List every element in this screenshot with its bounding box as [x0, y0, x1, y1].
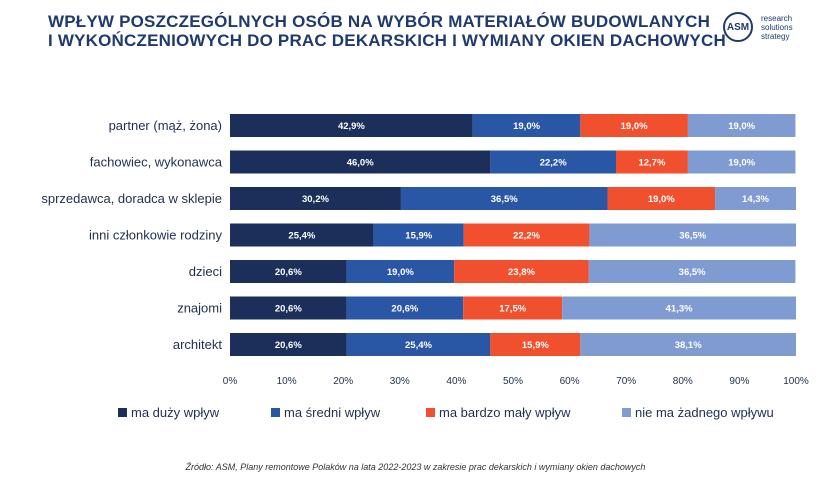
chart-title-line-1: WPŁYW POSZCZEGÓLNYCH OSÓB NA WYBÓR MATER… — [48, 12, 711, 31]
asm-logo: ASM research solutions strategy — [723, 12, 823, 46]
bar-segment — [472, 114, 581, 137]
data-label: 23,8% — [508, 267, 535, 278]
data-label: 36,5% — [679, 267, 706, 278]
bar-segment — [580, 114, 688, 137]
data-label: 19,0% — [728, 158, 755, 169]
data-label: 20,6% — [391, 304, 418, 315]
legend-item-bardzo-maly: ma bardzo mały wpływ — [426, 405, 571, 420]
x-tick-label: 100% — [783, 376, 809, 387]
bar-segment — [230, 187, 401, 210]
x-tick-label: 0% — [223, 376, 238, 387]
data-label: 20,6% — [275, 340, 302, 351]
logo-line-research: research — [761, 14, 793, 23]
category-label: fachowiec, wykonawca — [90, 155, 223, 170]
x-tick-label: 40% — [446, 376, 466, 387]
bar-segment — [230, 333, 347, 356]
data-label: 22,2% — [540, 158, 567, 169]
x-tick-label: 90% — [729, 376, 749, 387]
bar-segment — [490, 333, 581, 356]
category-label: dzieci — [189, 264, 222, 279]
bar-segment — [230, 296, 347, 320]
data-label: 17,5% — [499, 304, 526, 315]
data-label: 14,3% — [742, 194, 769, 205]
category-label: inni członkowie rodziny — [89, 228, 222, 243]
legend-label-sredni: ma średni wpływ — [284, 405, 381, 420]
data-label: 12,7% — [638, 158, 665, 169]
bar-segment — [230, 223, 374, 247]
legend-swatch-duzy — [118, 408, 127, 417]
legend-label-duzy: ma duży wpływ — [131, 405, 220, 420]
logo-line-solutions: solutions — [761, 23, 793, 32]
bar-segment — [400, 187, 608, 210]
legend-item-duzy: ma duży wpływ — [118, 405, 219, 420]
data-label: 36,5% — [491, 194, 518, 205]
x-tick-label: 10% — [277, 376, 297, 387]
legend-item-brak: nie ma żadnego wpływu — [622, 405, 774, 420]
x-tick-label: 30% — [390, 376, 410, 387]
bar-segment — [588, 260, 796, 283]
data-label: 20,6% — [275, 267, 302, 278]
data-label: 19,0% — [387, 267, 414, 278]
bar-segment — [490, 150, 617, 174]
bar-segment — [346, 296, 464, 320]
legend-swatch-bardzo-maly — [426, 408, 435, 417]
data-label: 42,9% — [338, 121, 365, 132]
legend-swatch-sredni — [271, 408, 280, 417]
x-tick-label: 20% — [333, 376, 353, 387]
legend-swatch-brak — [622, 408, 631, 417]
bar-segment — [463, 223, 590, 247]
bar-segment — [687, 150, 796, 174]
data-label: 19,0% — [648, 194, 675, 205]
asm-logo-text: research solutions strategy — [761, 14, 793, 41]
bar-segment — [463, 296, 563, 320]
bar-segment — [616, 150, 688, 174]
stacked-bar-chart: partner (mąż, żona) 42,9% 19,0% 19,0% 19,0% f… — [41, 114, 809, 387]
x-tick-label: 60% — [560, 376, 580, 387]
category-label: architekt — [173, 337, 223, 352]
data-label: 25,4% — [288, 231, 315, 242]
data-label: 15,9% — [522, 340, 549, 351]
data-label: 25,4% — [405, 340, 432, 351]
bar-segment — [373, 223, 464, 247]
bar-segment — [454, 260, 589, 283]
data-label: 30,2% — [302, 194, 329, 205]
bar-segment — [346, 333, 491, 356]
data-label: 19,0% — [621, 121, 648, 132]
x-tick-label: 70% — [616, 376, 636, 387]
category-label: partner (mąż, żona) — [109, 118, 222, 133]
x-tick-label: 80% — [673, 376, 693, 387]
legend-label-brak: nie ma żadnego wpływu — [635, 405, 774, 420]
legend-item-sredni: ma średni wpływ — [271, 405, 380, 420]
data-label: 36,5% — [679, 231, 706, 242]
data-label: 46,0% — [347, 158, 374, 169]
data-label: 20,6% — [275, 304, 302, 315]
bar-segment — [230, 114, 473, 137]
data-label: 38,1% — [675, 340, 702, 351]
bar-segment — [607, 187, 716, 210]
chart-title-line-2: I WYKOŃCZENIOWYCH DO PRAC DEKARSKICH I W… — [48, 31, 726, 50]
data-label: 22,2% — [513, 231, 540, 242]
data-label: 19,0% — [728, 121, 755, 132]
chart-title: WPŁYW POSZCZEGÓLNYCH OSÓB NA WYBÓR MATER… — [48, 12, 728, 50]
data-label: 19,0% — [513, 121, 540, 132]
bar-segment — [346, 260, 455, 283]
bar-segment — [715, 187, 796, 210]
category-label: znajomi — [177, 301, 222, 316]
bar-segment — [580, 333, 796, 356]
bar-segment — [589, 223, 796, 247]
legend-label-bardzo-maly: ma bardzo mały wpływ — [439, 405, 571, 420]
category-label: sprzedawca, doradca w sklepie — [41, 191, 222, 206]
logo-line-strategy: strategy — [761, 32, 790, 41]
chart-legend: ma duży wpływ ma średni wpływ ma bardzo … — [108, 405, 808, 429]
data-label: 41,3% — [666, 304, 693, 315]
bar-segment — [230, 260, 347, 283]
bar-segment — [687, 114, 796, 137]
bar-segment — [562, 296, 796, 320]
source-note: Źródło: ASM, Plany remontowe Polaków na … — [185, 462, 646, 472]
asm-logo-mark: ASM — [723, 12, 753, 42]
x-tick-label: 50% — [503, 376, 523, 387]
data-label: 15,9% — [405, 231, 432, 242]
bar-segment — [230, 150, 491, 174]
